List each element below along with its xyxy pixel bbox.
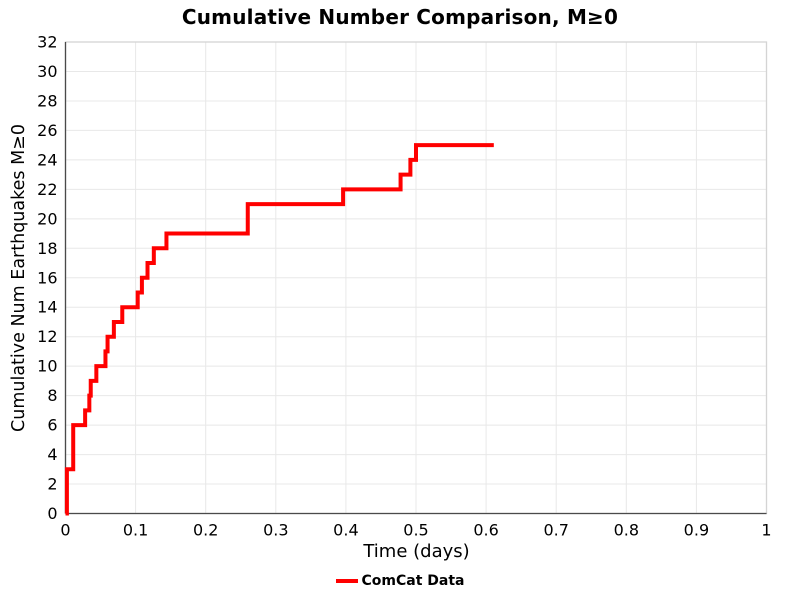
- svg-text:0.5: 0.5: [403, 521, 428, 540]
- svg-text:30: 30: [37, 62, 57, 81]
- legend: ComCat Data: [0, 569, 800, 593]
- svg-text:0.3: 0.3: [263, 521, 288, 540]
- svg-text:0.2: 0.2: [193, 521, 218, 540]
- svg-text:4: 4: [47, 445, 57, 464]
- svg-text:0.6: 0.6: [473, 521, 498, 540]
- svg-text:24: 24: [37, 150, 57, 169]
- svg-text:14: 14: [37, 298, 57, 317]
- svg-text:16: 16: [37, 268, 57, 287]
- svg-text:12: 12: [37, 327, 57, 346]
- svg-text:28: 28: [37, 91, 57, 110]
- svg-text:0: 0: [47, 504, 57, 523]
- comcat-step-line: [64, 143, 494, 516]
- svg-text:0.4: 0.4: [333, 521, 358, 540]
- legend-line-swatch: [335, 578, 358, 584]
- svg-text:0.1: 0.1: [123, 521, 148, 540]
- svg-text:22: 22: [37, 180, 57, 199]
- legend-label: ComCat Data: [361, 573, 465, 589]
- svg-text:1: 1: [761, 521, 771, 540]
- svg-text:18: 18: [37, 239, 57, 258]
- svg-text:0.8: 0.8: [614, 521, 639, 540]
- svg-text:6: 6: [47, 416, 57, 435]
- svg-text:0.9: 0.9: [684, 521, 709, 540]
- svg-text:26: 26: [37, 121, 57, 140]
- x-axis-title: Time (days): [363, 541, 470, 562]
- y-axis-title: Cumulative Num Earthquakes M≥0: [9, 124, 29, 432]
- svg-text:10: 10: [37, 357, 57, 376]
- svg-text:32: 32: [37, 33, 57, 52]
- svg-text:0.7: 0.7: [543, 521, 568, 540]
- svg-text:8: 8: [47, 386, 57, 405]
- svg-text:20: 20: [37, 209, 57, 228]
- svg-text:2: 2: [47, 475, 57, 494]
- chart-title: Cumulative Number Comparison, M≥0: [181, 5, 619, 29]
- svg-text:0: 0: [60, 521, 70, 540]
